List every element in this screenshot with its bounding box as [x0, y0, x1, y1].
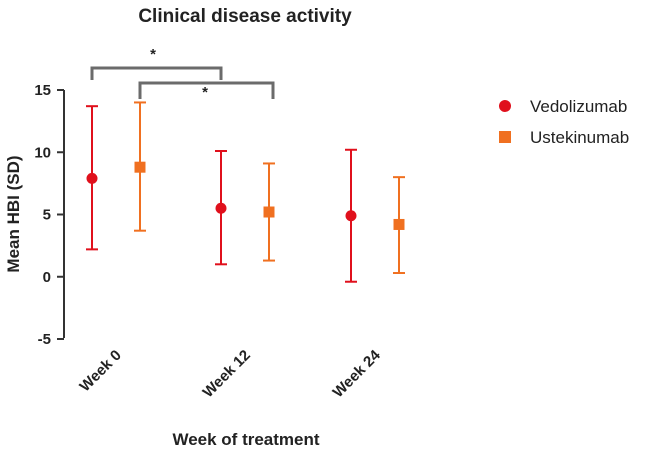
data-point-vedolizumab	[345, 210, 357, 222]
legend-marker-vedolizumab	[499, 100, 511, 112]
legend-label-vedolizumab: Vedolizumab	[530, 97, 627, 116]
y-tick-label: -5	[38, 331, 51, 348]
data-point-ustekinumab	[393, 218, 405, 230]
data-point-ustekinumab	[134, 161, 146, 173]
significance-star: *	[150, 46, 156, 63]
data-point-vedolizumab	[86, 172, 98, 184]
chart-title: Clinical disease activity	[138, 6, 352, 27]
y-tick-label: 10	[34, 144, 51, 161]
x-ticks: Week 0 Week 12 Week 24	[76, 346, 384, 401]
x-tick-label: Week 0	[76, 347, 124, 395]
error-bars	[86, 101, 405, 283]
y-tick-label: 0	[43, 269, 51, 286]
significance-star: *	[202, 84, 208, 101]
data-point-vedolizumab	[215, 202, 227, 214]
legend-marker-ustekinumab	[499, 131, 511, 143]
significance-brackets: **	[90, 46, 275, 101]
x-axis-label: Week of treatment	[172, 430, 319, 449]
y-tick-label: 15	[34, 82, 51, 99]
y-tick-label: 5	[43, 207, 51, 224]
legend-label-ustekinumab: Ustekinumab	[530, 128, 629, 147]
y-axis-label: Mean HBI (SD)	[4, 155, 23, 272]
significance-bracket	[90, 66, 223, 80]
significance-bracket	[138, 81, 275, 99]
data-markers	[86, 161, 405, 230]
data-point-ustekinumab	[263, 206, 275, 218]
x-tick-label: Week 24	[330, 346, 385, 401]
x-tick-label: Week 12	[200, 347, 254, 401]
legend: Vedolizumab Ustekinumab	[499, 97, 629, 147]
y-ticks: -5 0 5 10 15	[34, 82, 64, 348]
